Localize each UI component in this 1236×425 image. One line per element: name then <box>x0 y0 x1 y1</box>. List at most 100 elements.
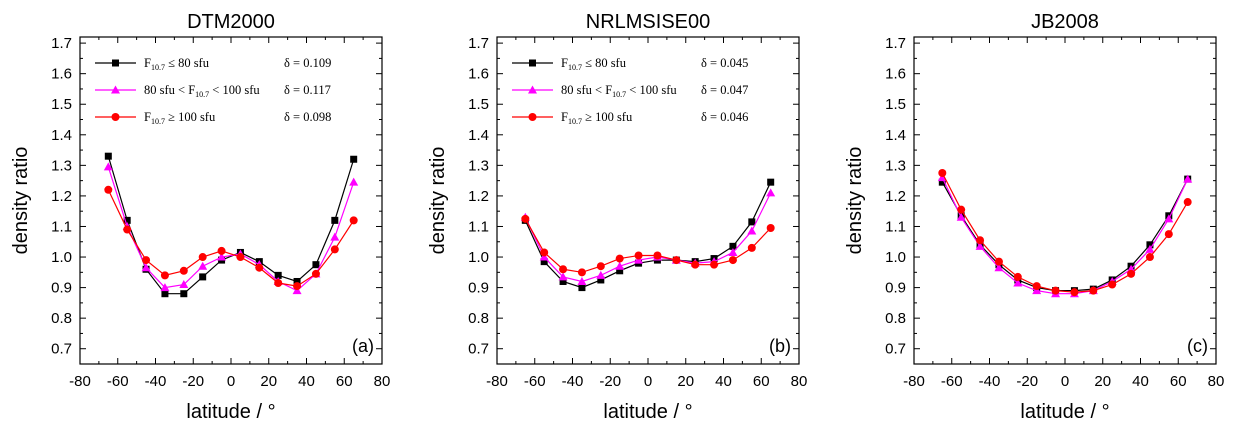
y-tick-label: 1.7 <box>51 35 72 52</box>
y-tick-label: 1.2 <box>51 188 72 205</box>
x-tick-label: 60 <box>753 373 770 390</box>
series-0 <box>521 178 775 292</box>
legend-label-part: F <box>144 110 151 124</box>
data-point <box>1145 253 1154 262</box>
data-point <box>236 253 245 262</box>
x-tick-label: -20 <box>182 373 204 390</box>
data-point <box>217 246 226 255</box>
data-point <box>292 286 302 295</box>
y-tick-label: 0.8 <box>468 310 489 327</box>
x-tick-label: -60 <box>941 373 963 390</box>
series-1 <box>103 162 359 295</box>
legend-label-part: F <box>561 56 568 70</box>
data-point <box>199 273 207 281</box>
x-tick-label: 40 <box>298 373 315 390</box>
y-tick-label: 0.9 <box>885 280 906 297</box>
x-tick-label: 0 <box>1061 373 1069 390</box>
legend-label: 80 sfu < F10.7 < 100 sfu <box>561 83 677 99</box>
series-2 <box>521 214 775 277</box>
legend-marker <box>111 85 120 94</box>
legend-delta: δ = 0.098 <box>284 110 331 124</box>
legend-label-part: 10.7 <box>612 90 626 99</box>
data-point <box>217 252 227 261</box>
data-point <box>728 256 737 265</box>
y-tick-label: 1.6 <box>885 66 906 83</box>
y-tick-label: 1.0 <box>468 249 489 266</box>
data-point <box>1032 282 1041 291</box>
x-tick-label: -80 <box>69 373 91 390</box>
data-point <box>540 248 549 257</box>
y-tick-label: 1.3 <box>885 157 906 174</box>
chart-title: NRLMSISE00 <box>586 11 711 33</box>
y-tick-label: 1.2 <box>885 188 906 205</box>
data-point <box>311 269 320 278</box>
legend-label-part: 80 sfu < F <box>561 83 612 97</box>
data-point <box>179 266 188 275</box>
legend-label: 80 sfu < F10.7 < 100 sfu <box>144 83 260 99</box>
data-point <box>634 251 643 260</box>
data-point <box>540 258 548 266</box>
data-point <box>634 255 644 264</box>
data-point <box>1108 280 1117 289</box>
data-point <box>596 270 606 279</box>
data-point <box>330 245 339 254</box>
x-tick-label: -20 <box>1016 373 1038 390</box>
data-point <box>1032 286 1042 295</box>
data-point <box>747 243 756 252</box>
data-point <box>615 254 624 263</box>
data-point <box>616 267 624 275</box>
legend-marker <box>529 59 536 67</box>
chart-title: JB2008 <box>1031 11 1099 33</box>
x-tick-label: 0 <box>644 373 652 390</box>
y-tick-label: 1.6 <box>468 66 489 83</box>
series-line <box>941 178 1189 292</box>
data-point <box>1183 174 1193 183</box>
y-axis-label: density ratio <box>427 147 449 255</box>
x-tick-label: 40 <box>1132 373 1149 390</box>
data-point <box>975 241 985 250</box>
y-tick-label: 1.0 <box>885 249 906 266</box>
x-tick-label: 80 <box>791 373 808 390</box>
data-point <box>1146 241 1154 249</box>
data-point <box>653 251 662 260</box>
y-tick-label: 0.9 <box>51 280 72 297</box>
legend-label-part: 10.7 <box>568 63 582 72</box>
legend-delta: δ = 0.045 <box>701 56 748 70</box>
data-point <box>710 260 719 269</box>
data-point <box>596 262 605 271</box>
legend-label-part: F <box>561 110 568 124</box>
data-point <box>976 236 985 245</box>
data-point <box>349 216 358 225</box>
legend-label-part: F <box>144 56 151 70</box>
legend-marker <box>111 113 120 121</box>
x-axis-label: latitude / ° <box>1020 401 1109 423</box>
x-tick-label: -80 <box>903 373 925 390</box>
data-point <box>1164 214 1174 223</box>
x-tick-label: 60 <box>336 373 353 390</box>
data-point <box>160 271 169 280</box>
y-axis-label: density ratio <box>844 147 866 255</box>
legend-delta: δ = 0.109 <box>284 56 331 70</box>
data-point <box>559 277 567 285</box>
panel-label: (b) <box>769 336 791 356</box>
y-tick-label: 1.3 <box>51 157 72 174</box>
legend-label-part: ≤ 80 sfu <box>165 56 210 70</box>
data-point <box>104 185 113 194</box>
legend-label: F10.7 ≤ 80 sfu <box>561 56 627 72</box>
x-tick-label: 20 <box>677 373 694 390</box>
y-tick-label: 1.4 <box>468 127 489 144</box>
data-point <box>748 218 756 226</box>
legend-label-part: < 100 sfu <box>626 83 677 97</box>
y-tick-label: 1.6 <box>51 66 72 83</box>
data-point <box>747 226 757 235</box>
data-point <box>1164 230 1173 239</box>
x-tick-label: 80 <box>374 373 391 390</box>
x-tick-label: -40 <box>145 373 167 390</box>
y-tick-label: 1.1 <box>51 218 72 235</box>
data-point <box>160 283 170 292</box>
data-point <box>521 214 530 223</box>
y-tick-label: 1.1 <box>885 218 906 235</box>
data-point <box>597 276 605 284</box>
